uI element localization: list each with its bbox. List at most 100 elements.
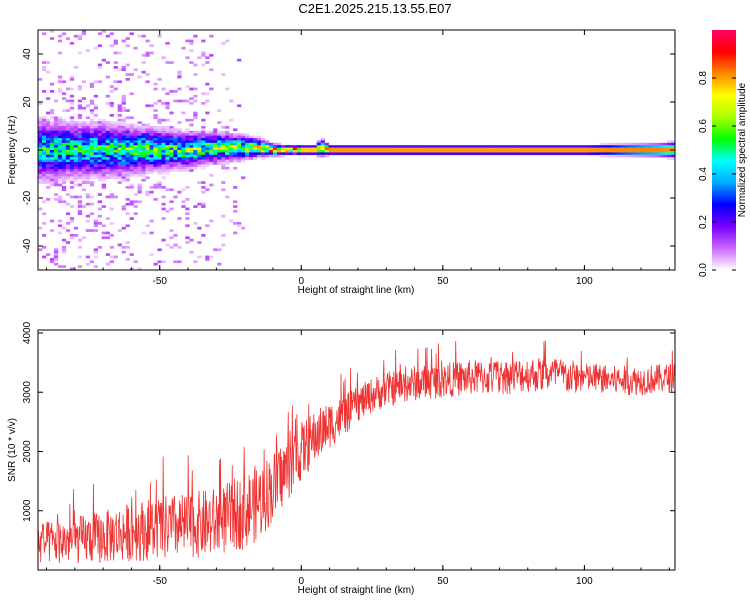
heatmap-cell <box>117 130 122 134</box>
heatmap-cell <box>615 152 620 156</box>
heatmap-cell <box>101 166 106 170</box>
heatmap-cell <box>607 147 612 151</box>
heatmap-cell <box>400 147 405 151</box>
heatmap-cell <box>97 118 102 122</box>
heatmap-cell <box>543 147 548 151</box>
heatmap-cell <box>432 147 437 151</box>
heatmap-cell <box>81 162 87 165</box>
heatmap-cell <box>133 212 138 216</box>
heatmap-cell <box>129 154 134 158</box>
heatmap-cell <box>635 147 640 151</box>
heatmap-cell <box>73 154 79 158</box>
heatmap-cell <box>105 166 110 170</box>
heatmap-cell <box>101 58 106 62</box>
heatmap-cell <box>129 159 134 163</box>
heatmap-cell <box>141 130 146 134</box>
heatmap-cell <box>372 150 377 153</box>
heatmap-cell <box>153 102 158 105</box>
heatmap-cell <box>133 205 138 208</box>
heatmap-cell <box>129 217 134 220</box>
heatmap-cell <box>400 150 405 153</box>
heatmap-y-tick-label: 0 <box>22 147 33 153</box>
heatmap-cell <box>245 133 250 136</box>
heatmap-cell <box>53 198 59 201</box>
heatmap-cell <box>193 130 198 134</box>
heatmap-cell <box>392 145 397 148</box>
heatmap-cell <box>531 152 536 156</box>
heatmap-cell <box>165 157 170 160</box>
heatmap-cell <box>125 241 130 244</box>
heatmap-cell <box>117 104 122 108</box>
heatmap-cell <box>57 87 63 91</box>
heatmap-cell <box>121 68 126 72</box>
heatmap-cell <box>169 236 174 240</box>
heatmap-cell <box>137 169 142 172</box>
heatmap-cell <box>611 150 616 153</box>
heatmap-cell <box>268 150 274 153</box>
heatmap-cell <box>185 217 190 220</box>
heatmap-cell <box>53 150 59 153</box>
heatmap-cell <box>197 140 202 144</box>
heatmap-cell <box>45 130 51 134</box>
heatmap-cell <box>161 87 166 91</box>
heatmap-cell <box>655 147 660 151</box>
heatmap-cell <box>284 145 290 148</box>
heatmap-cell <box>340 152 345 156</box>
heatmap-cell <box>312 145 317 148</box>
heatmap-cell <box>93 250 99 254</box>
heatmap-cell <box>93 171 99 175</box>
heatmap-cell <box>77 195 83 199</box>
heatmap-cell <box>57 178 63 182</box>
heatmap-cell <box>109 142 114 146</box>
heatmap-cell <box>141 166 146 170</box>
heatmap-cell <box>575 152 580 156</box>
heatmap-cell <box>121 176 126 180</box>
heatmap-cell <box>308 152 314 156</box>
heatmap-cell <box>165 150 170 153</box>
heatmap-cell <box>41 169 47 172</box>
heatmap-cell <box>245 138 250 141</box>
heatmap-cell <box>197 159 202 163</box>
heatmap-cell <box>209 130 214 134</box>
heatmap-cell <box>181 133 186 136</box>
heatmap-cell <box>129 126 134 129</box>
heatmap-cell <box>125 126 130 129</box>
heatmap-cell <box>157 159 162 163</box>
heatmap-cell <box>185 133 190 136</box>
heatmap-cell <box>388 150 393 153</box>
heatmap-cell <box>109 102 114 105</box>
heatmap-cell <box>61 164 67 168</box>
heatmap-cell <box>252 147 258 151</box>
heatmap-cell <box>49 152 55 156</box>
heatmap-cell <box>69 94 75 98</box>
heatmap-cell <box>221 133 226 136</box>
heatmap-cell <box>384 147 389 151</box>
heatmap-cell <box>133 123 138 127</box>
heatmap-cell <box>368 152 373 156</box>
heatmap-cell <box>49 169 55 172</box>
heatmap-cell <box>161 169 166 172</box>
heatmap-cell <box>360 152 365 156</box>
heatmap-cell <box>452 152 457 156</box>
heatmap-cell <box>121 174 126 177</box>
heatmap-cell <box>173 260 178 264</box>
heatmap-cell <box>93 154 99 158</box>
heatmap-cell <box>129 142 134 146</box>
heatmap-cell <box>117 171 122 175</box>
heatmap-cell <box>157 260 162 264</box>
heatmap-cell <box>69 87 75 91</box>
heatmap-cell <box>189 42 194 45</box>
heatmap-cell <box>221 188 226 192</box>
heatmap-cell <box>157 162 162 165</box>
heatmap-cell <box>320 145 325 148</box>
heatmap-cell <box>61 181 67 184</box>
heatmap-cell <box>511 147 517 151</box>
heatmap-cell <box>45 150 51 153</box>
heatmap-cell <box>153 169 158 172</box>
heatmap-cell <box>77 164 83 168</box>
heatmap-cell <box>157 128 162 132</box>
heatmap-cell <box>475 145 481 148</box>
heatmap-cell <box>45 181 51 184</box>
heatmap-cell <box>45 142 51 146</box>
